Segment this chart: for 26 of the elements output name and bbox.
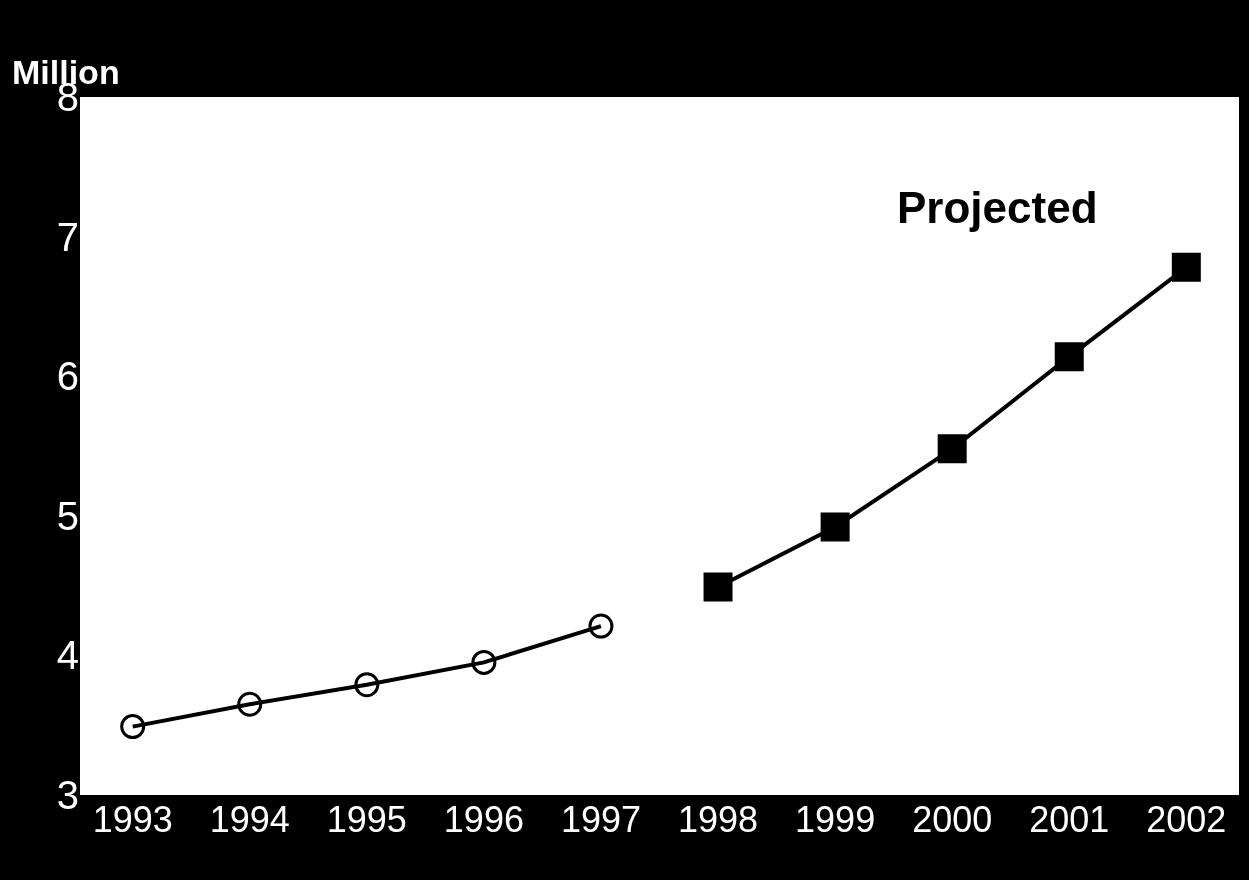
point [703,572,733,602]
point [471,649,497,675]
x-tick-label: 2002 [1146,799,1227,840]
x-tick-label: 1995 [326,799,407,840]
y-tick-label: 4 [56,633,79,678]
point [237,691,263,717]
x-tick-label: 1998 [677,799,759,840]
point [120,714,146,740]
y-tick-label: 5 [56,493,79,538]
y-tick-label: 7 [56,214,79,259]
y-tick-label: 6 [56,354,79,399]
x-tick-label: 1997 [560,799,642,840]
x-tick-label: 1996 [443,799,524,840]
y-tick-label: 3 [56,773,79,817]
annotation: Projected [897,183,1098,232]
point [937,434,967,464]
point [1054,342,1084,372]
x-tick-label: 2000 [912,799,993,840]
x-tick-label: 1993 [92,799,173,840]
x-tick-label: 1994 [209,799,290,840]
point [588,613,614,639]
x-tick-label: 2001 [1029,799,1110,840]
x-tick-label: 1999 [795,799,876,840]
point [820,512,850,542]
point [1171,252,1201,282]
point [354,672,380,698]
